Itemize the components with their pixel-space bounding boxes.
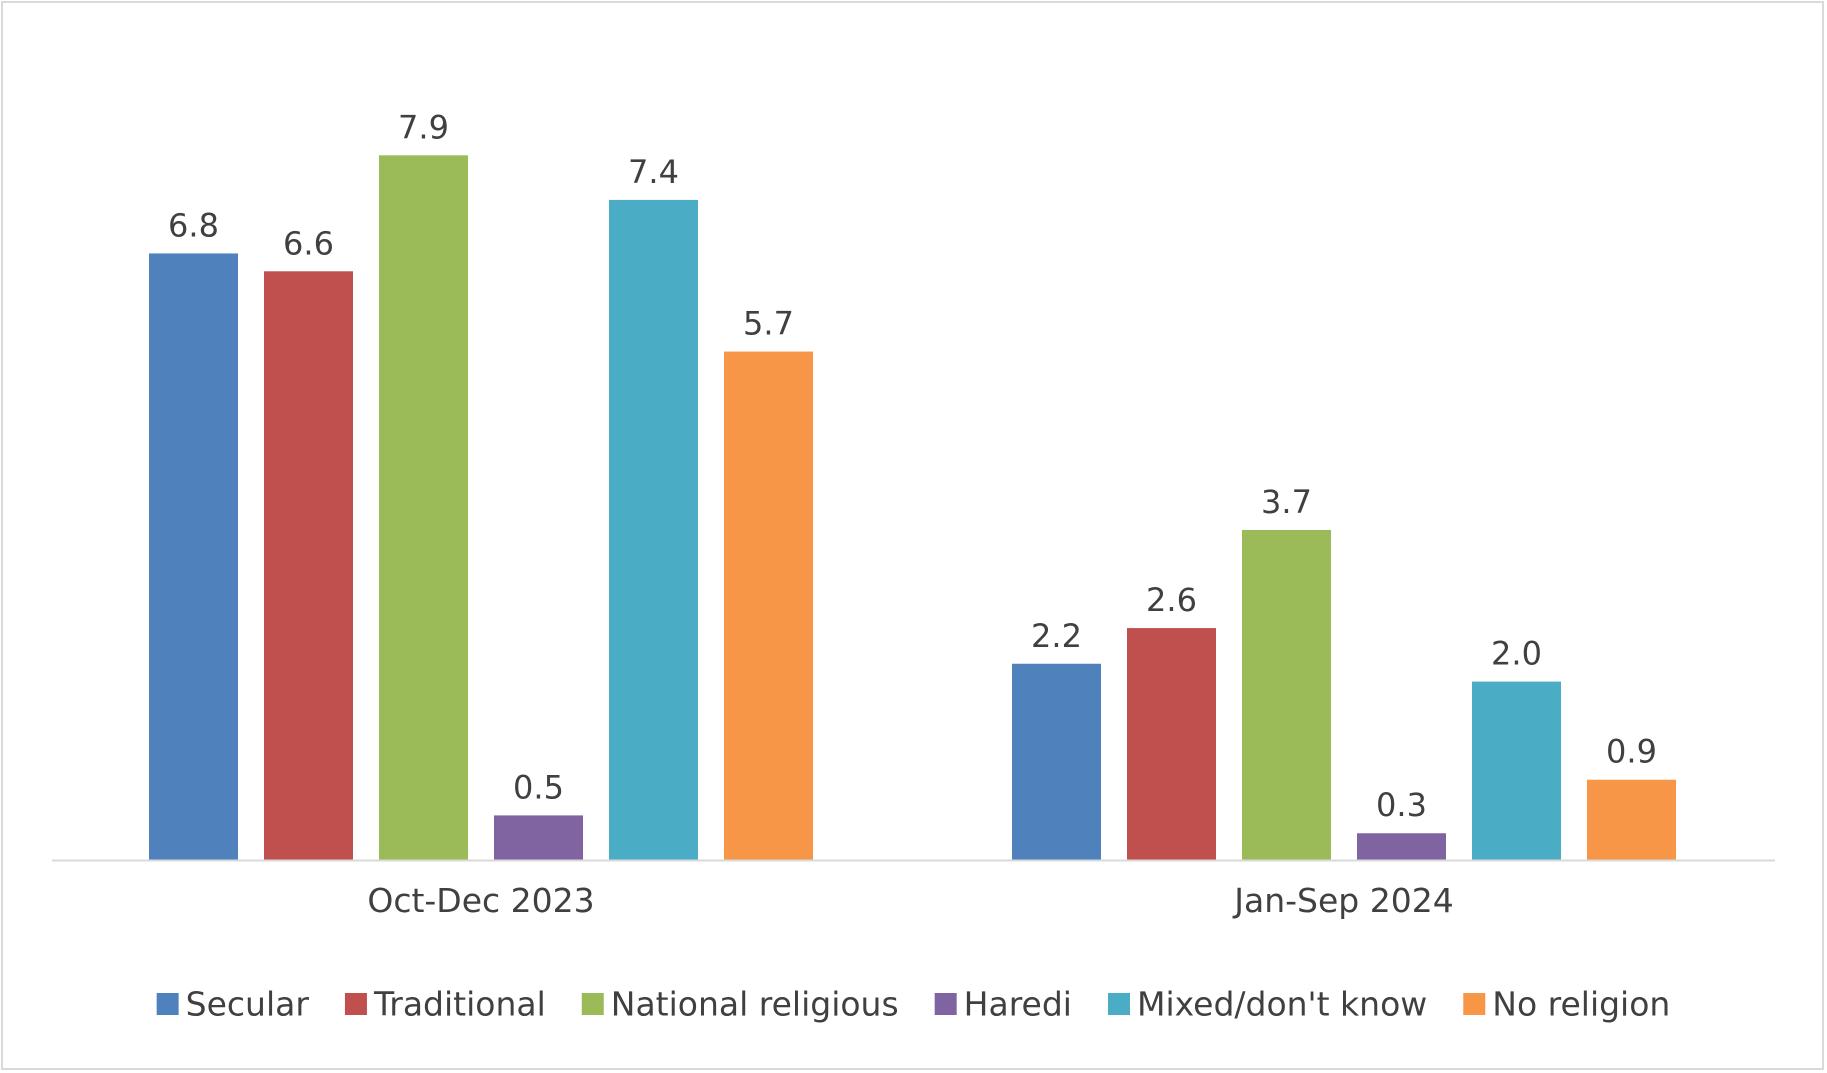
bar-traditional-jan-sep-2024: [1127, 628, 1216, 860]
bars-layer: [149, 155, 1676, 861]
data-label-secular-jan-sep-2024: 2.2: [1031, 617, 1082, 655]
legend-label-haredi: Haredi: [964, 985, 1072, 1024]
legend-label-traditional: Traditional: [373, 985, 546, 1024]
legend-label-no-religion: No religion: [1492, 985, 1670, 1024]
data-label-haredi-jan-sep-2024: 0.3: [1376, 786, 1427, 824]
bar-no-religion-oct-dec-2023: [724, 351, 813, 860]
data-label-national-religious-jan-sep-2024: 3.7: [1261, 483, 1312, 521]
data-label-traditional-jan-sep-2024: 2.6: [1146, 581, 1197, 619]
category-label-oct-dec-2023: Oct-Dec 2023: [367, 881, 594, 920]
bar-haredi-oct-dec-2023: [494, 815, 583, 860]
category-labels-layer: Oct-Dec 2023 Jan-Sep 2024: [367, 881, 1453, 920]
data-labels-layer: 6.8 6.6 7.9 0.5 7.4 5.7 2.2 2.6 3.7 0.3 2.0 0.9: [168, 108, 1657, 824]
legend-swatch-haredi: [934, 993, 957, 1015]
data-label-no-religion-oct-dec-2023: 5.7: [743, 305, 794, 343]
data-label-traditional-oct-dec-2023: 6.6: [283, 224, 334, 262]
category-label-jan-sep-2024: Jan-Sep 2024: [1232, 881, 1453, 920]
legend-swatch-traditional: [344, 993, 367, 1015]
bar-traditional-oct-dec-2023: [264, 271, 353, 860]
legend-item-no-religion: No religion: [1463, 985, 1670, 1024]
data-label-national-religious-oct-dec-2023: 7.9: [398, 108, 449, 146]
legend-swatch-no-religion: [1463, 993, 1486, 1015]
bar-haredi-jan-sep-2024: [1357, 833, 1446, 860]
bar-secular-oct-dec-2023: [149, 253, 238, 860]
data-label-no-religion-jan-sep-2024: 0.9: [1606, 733, 1657, 771]
legend: Secular Traditional National religious Hare…: [156, 985, 1670, 1024]
legend-swatch-mixed-don-t-know: [1107, 993, 1130, 1015]
legend-item-traditional: Traditional: [344, 985, 546, 1024]
legend-label-national-religious: National religious: [611, 985, 899, 1024]
bar-no-religion-jan-sep-2024: [1587, 779, 1676, 860]
bar-secular-jan-sep-2024: [1012, 663, 1101, 860]
bar-national-religious-oct-dec-2023: [379, 155, 468, 860]
bar-mixed-don-t-know-jan-sep-2024: [1472, 681, 1561, 860]
legend-swatch-national-religious: [581, 993, 604, 1015]
legend-item-secular: Secular: [156, 985, 310, 1024]
bar-mixed-don-t-know-oct-dec-2023: [609, 199, 698, 861]
legend-label-mixed-don-t-know: Mixed/don't know: [1137, 985, 1427, 1024]
legend-swatch-secular: [156, 993, 179, 1015]
data-label-secular-oct-dec-2023: 6.8: [168, 206, 219, 244]
data-label-mixed-don-t-know-oct-dec-2023: 7.4: [628, 153, 679, 191]
legend-item-haredi: Haredi: [934, 985, 1072, 1024]
data-label-mixed-don-t-know-jan-sep-2024: 2.0: [1491, 635, 1542, 673]
bar-national-religious-jan-sep-2024: [1242, 529, 1331, 860]
legend-label-secular: Secular: [186, 985, 310, 1024]
legend-item-national-religious: National religious: [581, 985, 899, 1024]
legend-item-mixed-don-t-know: Mixed/don't know: [1107, 985, 1427, 1024]
data-label-haredi-oct-dec-2023: 0.5: [513, 768, 564, 806]
